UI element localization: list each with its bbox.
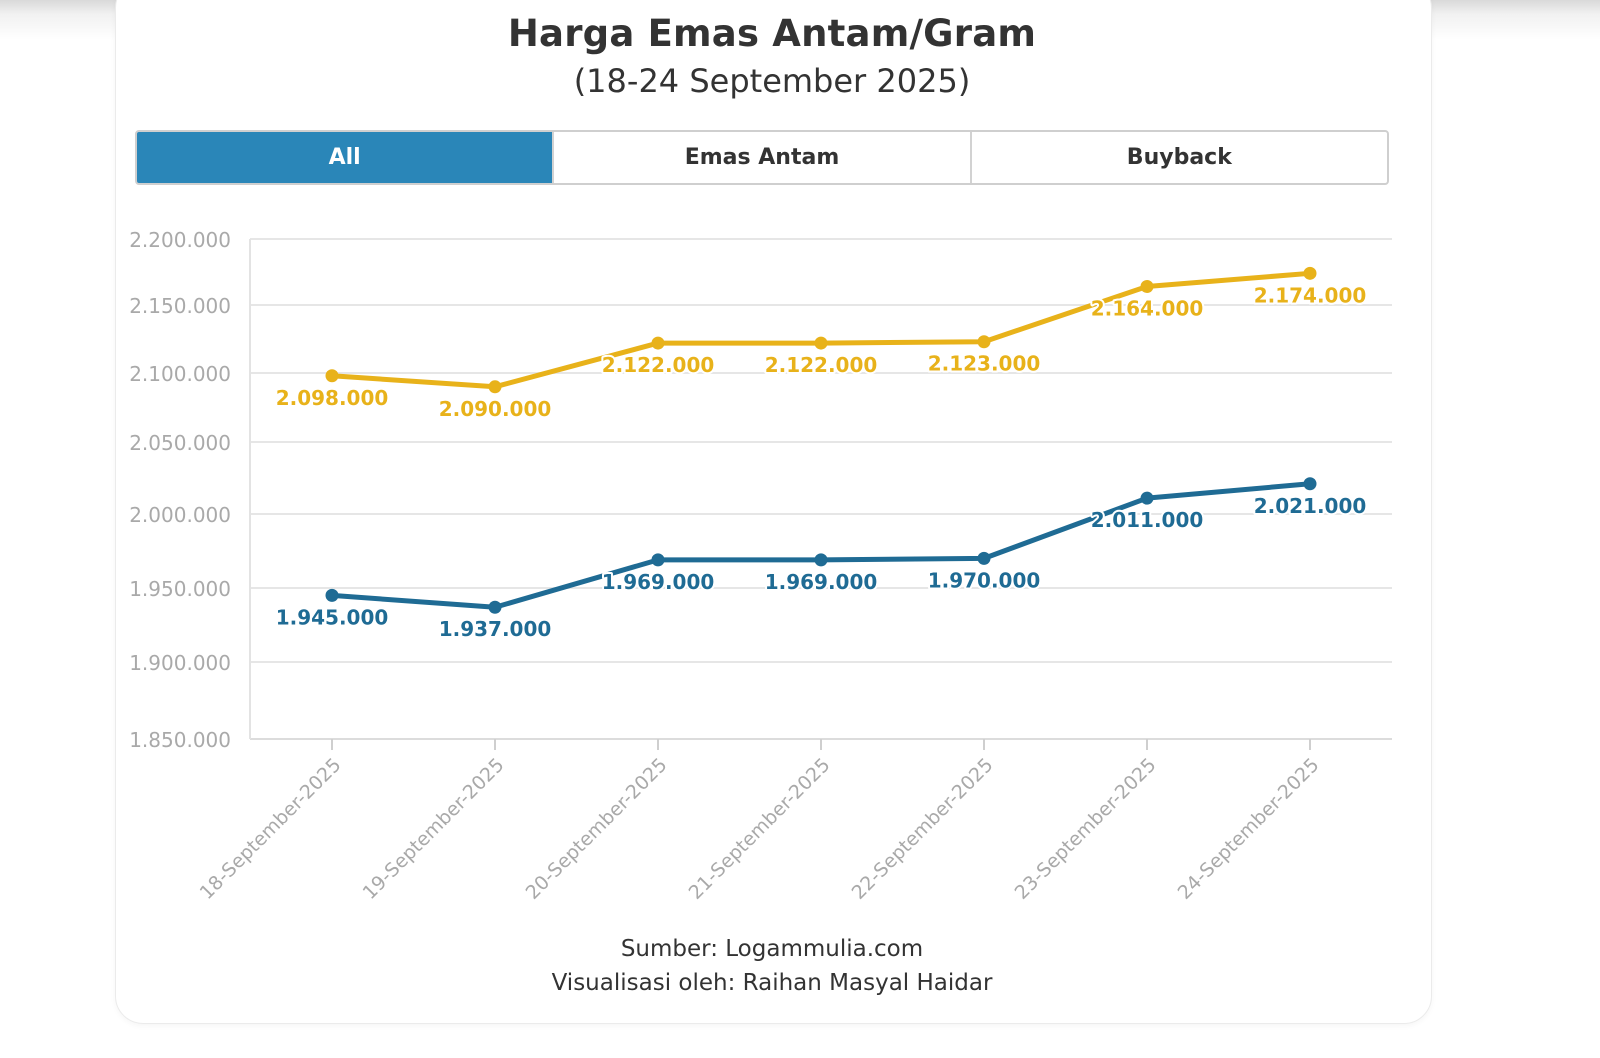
data-label-antam: 2.122.000 [602, 353, 715, 377]
tab-bar: All Emas Antam Buyback [135, 130, 1389, 185]
x-tick-label: 23-September-2025 [1011, 754, 1161, 904]
data-point-antam [488, 380, 502, 394]
data-point-antam [651, 336, 665, 350]
x-tick-label: 21-September-2025 [685, 754, 835, 904]
data-label-buyback: 1.937.000 [439, 617, 552, 641]
data-label-antam: 2.090.000 [439, 397, 552, 421]
x-tick-label: 18-September-2025 [196, 754, 346, 904]
y-tick-label: 2.200.000 [129, 228, 231, 252]
x-tick-label: 19-September-2025 [359, 754, 509, 904]
data-point-antam [1140, 280, 1154, 294]
data-point-buyback [1140, 491, 1154, 505]
data-point-buyback [977, 551, 991, 565]
y-tick-label: 1.900.000 [129, 651, 231, 675]
data-point-buyback [1303, 477, 1317, 491]
data-point-buyback [325, 588, 339, 602]
chart-subtitle: (18-24 September 2025) [573, 62, 971, 100]
y-tick-label: 1.850.000 [129, 728, 231, 752]
y-tick-label: 2.150.000 [129, 294, 231, 318]
data-label-antam: 2.123.000 [928, 352, 1041, 376]
data-label-buyback: 1.969.000 [765, 570, 878, 594]
credit-text: Visualisasi oleh: Raihan Masyal Haidar [551, 970, 993, 996]
data-label-antam: 2.098.000 [276, 386, 389, 410]
data-label-buyback: 2.021.000 [1254, 494, 1367, 518]
data-label-buyback: 1.969.000 [602, 570, 715, 594]
data-label-buyback: 1.945.000 [276, 605, 389, 629]
data-point-antam [1303, 266, 1317, 280]
data-point-buyback [814, 553, 828, 567]
source-text: Sumber: Logammulia.com [620, 936, 924, 962]
data-label-buyback: 2.011.000 [1091, 508, 1204, 532]
y-tick-label: 2.050.000 [129, 431, 231, 455]
data-label-antam: 2.164.000 [1091, 297, 1204, 321]
tab-all[interactable]: All [137, 132, 553, 183]
chart-title: Harga Emas Antam/Gram [507, 12, 1037, 55]
data-label-buyback: 1.970.000 [928, 568, 1041, 592]
x-tick-label: 24-September-2025 [1174, 754, 1324, 904]
data-point-buyback [651, 553, 665, 567]
x-tick-label: 22-September-2025 [848, 754, 998, 904]
data-point-antam [325, 369, 339, 383]
y-tick-label: 2.100.000 [129, 362, 231, 386]
tab-buyback[interactable]: Buyback [969, 132, 1387, 183]
data-point-buyback [488, 600, 502, 614]
x-tick-label: 20-September-2025 [522, 754, 672, 904]
y-tick-label: 2.000.000 [129, 503, 231, 527]
y-tick-label: 1.950.000 [129, 577, 231, 601]
data-point-antam [977, 335, 991, 349]
data-label-antam: 2.122.000 [765, 353, 878, 377]
data-point-antam [814, 336, 828, 350]
tab-emas-antam[interactable]: Emas Antam [552, 132, 969, 183]
data-label-antam: 2.174.000 [1254, 283, 1367, 307]
